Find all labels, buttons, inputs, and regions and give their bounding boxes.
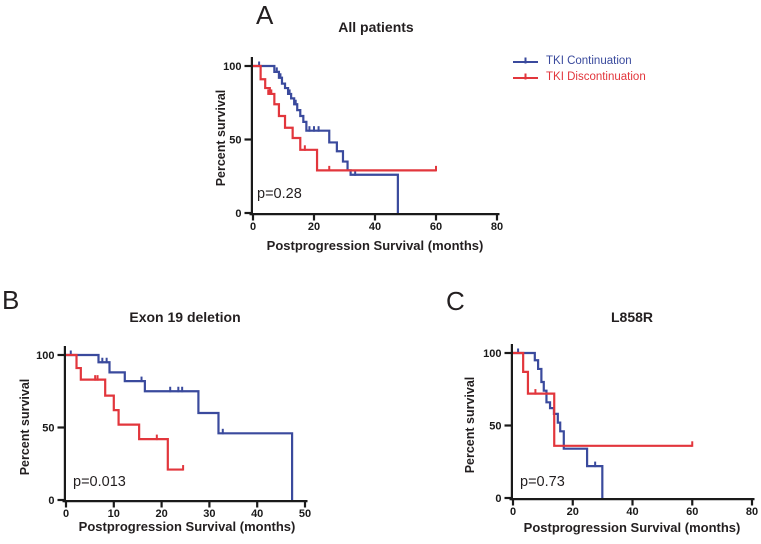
panel-b-title: Exon 19 deletion xyxy=(129,309,241,325)
axes xyxy=(504,344,755,506)
y-tick-label: 50 xyxy=(489,420,501,432)
censored-line-icon xyxy=(513,57,538,63)
panel-a-y-axis-title: Percent survival xyxy=(214,89,228,187)
survival-curve-tki-continuation xyxy=(513,351,604,498)
x-tick-label: 0 xyxy=(510,506,516,518)
x-tick-label: 0 xyxy=(63,508,69,520)
x-tick-label: 80 xyxy=(746,506,758,518)
panel-c-letter: C xyxy=(446,286,465,316)
y-tick-label: 0 xyxy=(495,493,501,505)
legend-item-tki-continuation: TKI Continuation xyxy=(512,55,646,67)
legend-item-label: TKI Discontinuation xyxy=(546,71,646,83)
x-tick-label: 20 xyxy=(567,506,579,518)
censor-marks-tki-discontinuation xyxy=(94,375,185,471)
y-tick-label: 0 xyxy=(235,208,241,220)
panel-c-plot: 0 50 100 0 20 40 60 80 xyxy=(483,344,758,518)
x-tick-label: 40 xyxy=(369,221,381,233)
x-tick-label: 80 xyxy=(491,221,503,233)
panel-a-x-axis-title: Postprogression Survival (months) xyxy=(266,238,484,253)
axes xyxy=(57,346,308,508)
y-tick-label: 0 xyxy=(48,495,54,507)
y-tick-label: 50 xyxy=(229,134,241,146)
x-tick-label: 0 xyxy=(250,221,256,233)
x-tick-label: 20 xyxy=(155,508,167,520)
censor-marks-tki-continuation xyxy=(258,61,357,176)
censor-marks-tki-discontinuation xyxy=(534,389,694,447)
panel-c-title: L858R xyxy=(610,309,654,325)
panel-a-plot: 0 50 100 0 20 40 60 80 xyxy=(223,57,503,233)
panel-b-x-axis-title: Postprogression Survival (months) xyxy=(78,519,296,534)
panel-b-y-axis-title: Percent survival xyxy=(18,378,32,476)
censored-line-icon xyxy=(513,73,538,79)
legend-item-label: TKI Continuation xyxy=(546,55,632,67)
survival-curve-tki-discontinuation xyxy=(513,351,693,447)
panel-c-x-axis-title: Postprogression Survival (months) xyxy=(523,520,741,535)
panel-c-y-axis-title: Percent survival xyxy=(463,376,477,474)
x-tick-label: 60 xyxy=(686,506,698,518)
panel-a-p-value: p=0.28 xyxy=(257,186,302,202)
panel-b-plot: 0 50 100 0 10 20 30 40 50 xyxy=(36,346,311,520)
x-tick-label: 20 xyxy=(308,221,320,233)
panel-b-letter: B xyxy=(2,285,20,315)
survival-curve-tki-discontinuation xyxy=(253,64,436,172)
x-tick-label: 60 xyxy=(430,221,442,233)
survival-curve-tki-discontinuation xyxy=(66,353,184,471)
panel-b-p-value: p=0.013 xyxy=(73,474,126,490)
y-tick-label: 100 xyxy=(223,61,241,73)
axes xyxy=(244,57,500,221)
x-tick-label: 10 xyxy=(108,508,120,520)
censor-marks-tki-continuation xyxy=(69,350,224,435)
x-tick-label: 40 xyxy=(251,508,263,520)
legend: TKI Continuation TKI Discontinuation xyxy=(512,55,646,83)
y-tick-label: 100 xyxy=(36,350,54,362)
panel-a-title: All patients xyxy=(338,19,414,35)
panel-c-p-value: p=0.73 xyxy=(520,474,565,490)
survival-curve-tki-continuation xyxy=(253,64,399,213)
panel-a-letter: A xyxy=(256,0,274,30)
y-tick-label: 50 xyxy=(42,422,54,434)
legend-item-tki-discontinuation: TKI Discontinuation xyxy=(512,71,646,83)
x-tick-label: 50 xyxy=(299,508,311,520)
censor-marks-tki-discontinuation xyxy=(267,89,437,172)
x-tick-label: 40 xyxy=(626,506,638,518)
x-tick-label: 30 xyxy=(203,508,215,520)
y-tick-label: 100 xyxy=(483,348,501,360)
